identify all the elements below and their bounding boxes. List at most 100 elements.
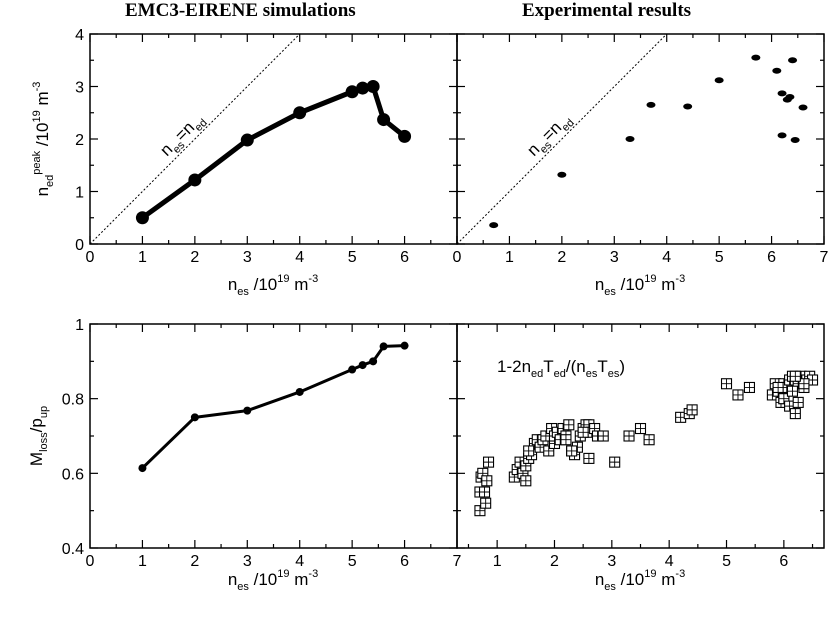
sim-peak-data-point	[356, 81, 370, 95]
x-axis-label-bottom-right-part: -3	[675, 568, 685, 580]
exp-formula-x-tick-label: 4	[665, 553, 674, 570]
y-axis-label-bottom: Mloss/pup	[27, 406, 50, 466]
x-axis-label-bottom-right-part: 19	[644, 568, 656, 580]
exp-peak-data-point	[714, 77, 724, 84]
exp-formula-data-point-cross	[583, 453, 594, 464]
sim-mloss-x-tick-label: 3	[243, 553, 252, 570]
exp-formula-annotation-part: )	[619, 357, 625, 376]
sim-peak-data-point	[240, 133, 254, 147]
exp-formula-data-point-cross	[520, 475, 531, 486]
exp-peak-identity-line	[456, 33, 668, 245]
sim-peak-data-point	[188, 173, 202, 187]
exp-peak-data-point	[785, 94, 795, 100]
exp-peak-data-point	[489, 222, 499, 229]
exp-peak-data-point	[788, 57, 798, 64]
exp-peak-x-tick-label: 1	[505, 249, 514, 266]
sim-mloss-data-point	[379, 342, 388, 351]
sim-peak-x-tick-label: 6	[400, 249, 409, 266]
sim-mloss-data-point	[369, 357, 378, 366]
y-axis-label-bottom-part: M	[27, 452, 46, 466]
exp-formula-annotation-part: 1-2n	[497, 357, 531, 376]
sim-peak-x-tick-label: 0	[86, 249, 95, 266]
x-axis-label-bottom-left-part: 19	[277, 568, 289, 580]
exp-peak-x-tick-label: 5	[715, 249, 724, 266]
exp-formula-annotation-part: T	[543, 357, 553, 376]
exp-formula-data-point-cross	[609, 457, 620, 468]
sim-mloss-x-tick-label: 0	[86, 553, 95, 570]
sim-peak-x-tick-label: 4	[295, 249, 304, 266]
exp-formula-x-tick-label: 1	[493, 553, 502, 570]
exp-formula-data-point-cross	[732, 389, 743, 400]
exp-formula-data-point-cross	[474, 505, 485, 516]
sim-mloss-data-point	[295, 387, 304, 396]
exp-formula-data-point-cross	[523, 445, 534, 456]
x-axis-label-top-left-part: m	[290, 275, 309, 294]
x-axis-label-bottom-left-part: n	[228, 570, 237, 589]
exp-peak-data-point	[751, 54, 761, 61]
panel-sim-peak: 0 1 2 3 4 5 6 0 1 2 3 4	[75, 27, 458, 266]
sim-peak-x-tick-label: 2	[190, 249, 199, 266]
x-axis-label-bottom-left-part: m	[290, 570, 309, 589]
exp-formula-data-point-cross	[778, 393, 789, 404]
exp-formula-data-point-cross	[644, 434, 655, 445]
sim-peak-data-point	[293, 106, 307, 120]
exp-peak-x-tick-label: 6	[767, 249, 776, 266]
exp-peak-data-point	[683, 103, 693, 110]
x-axis-label-bottom-left-part: es	[237, 581, 249, 593]
exp-peak-frame	[456, 33, 825, 245]
sim-mloss-data-point	[348, 365, 357, 374]
exp-formula-data-point-cross	[598, 431, 609, 441]
exp-peak-data-point	[646, 101, 656, 108]
exp-formula-data-point-cross	[787, 386, 798, 397]
y-axis-label-top-part: ed	[44, 175, 56, 187]
sim-peak-y-tick-label: 4	[75, 27, 84, 44]
exp-peak-data-point	[777, 90, 787, 97]
y-axis-label-bottom-part: loss	[38, 432, 50, 452]
y-axis-label-top-part: n	[33, 187, 52, 196]
y-axis-label-top-part: peak	[31, 150, 43, 174]
sim-mloss-y-tick-label: 0.6	[62, 466, 84, 483]
x-axis-label-top-left-part: 19	[277, 273, 289, 285]
left-column-title: EMC3-EIRENE simulations	[125, 0, 356, 21]
x-axis-label-top-left: nes /1019 m-3	[228, 273, 318, 298]
exp-peak-data-point	[777, 132, 787, 139]
sim-peak-identity-line	[89, 33, 301, 245]
x-axis-label-top-left-part: -3	[308, 273, 318, 285]
panel-exp-formula: 1 2 3 4 5 6	[456, 323, 825, 570]
sim-peak-x-tick-label: 3	[243, 249, 252, 266]
exp-formula-data-point-cross	[560, 434, 571, 445]
right-column-title: Experimental results	[522, 0, 692, 21]
exp-peak-data-point	[557, 171, 567, 178]
y-axis-label-bottom-part: /p	[27, 418, 46, 432]
y-axis-label-top: nedpeak /1019 m-3	[31, 82, 56, 197]
sim-mloss-y-tick-label: 0.4	[62, 541, 84, 558]
x-axis-label-bottom-left-part: /10	[249, 570, 277, 589]
y-axis-label-top-part: 19	[31, 110, 43, 122]
sim-mloss-x-tick-label: 5	[348, 553, 357, 570]
exp-peak-x-tick-label: 2	[557, 249, 566, 266]
x-axis-label-bottom-right-part: m	[657, 570, 676, 589]
panel-sim-mloss: 0 1 2 3 4 5 6 7 0.4 0.6 0.8 1	[62, 317, 462, 570]
exp-formula-data-point-cross	[624, 431, 635, 441]
sim-mloss-data-point	[190, 413, 199, 422]
sim-peak-data-point	[345, 85, 359, 99]
sim-peak-x-tick-label: 5	[348, 249, 357, 266]
x-axis-label-top-right: nes /1019 m-3	[595, 273, 685, 298]
exp-peak-identity-label-part: =n	[538, 118, 565, 145]
sim-peak-data-point	[366, 80, 380, 93]
exp-formula-data-point-cross	[744, 382, 755, 393]
exp-formula-data-point-cross	[566, 445, 577, 456]
exp-peak-data-point	[772, 67, 782, 74]
exp-formula-data-point-cross	[480, 498, 491, 509]
sim-peak-identity-label-part: =n	[171, 118, 198, 145]
sim-peak-data-point	[377, 113, 391, 127]
x-axis-label-bottom-right-part: /10	[616, 570, 644, 589]
exp-formula-annotation-part: T	[597, 357, 607, 376]
exp-formula-annotation-part: es	[608, 368, 620, 380]
exp-formula-annotation-part: es	[586, 368, 598, 380]
exp-formula-data-point-cross	[721, 378, 732, 389]
exp-formula-data-point-cross	[635, 423, 646, 434]
exp-peak-data-point	[790, 137, 800, 144]
sim-mloss-x-tick-label: 4	[295, 553, 304, 570]
